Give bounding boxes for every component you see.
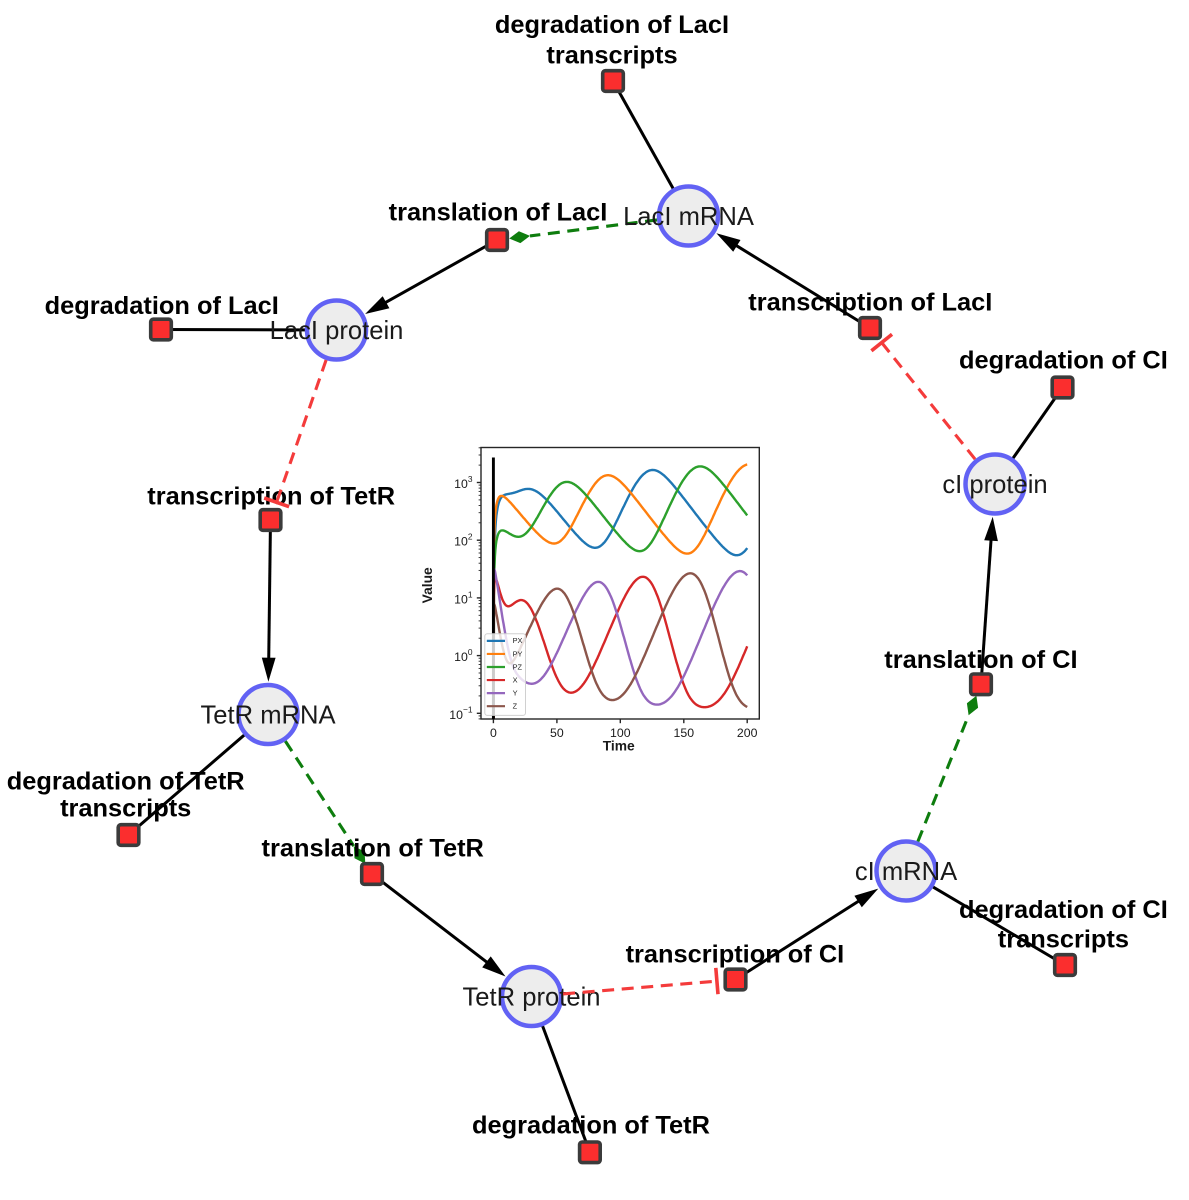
svg-text:transcripts: transcripts [998, 925, 1129, 953]
svg-text:transcripts: transcripts [546, 41, 677, 69]
svg-text:102: 102 [454, 532, 473, 549]
svg-text:degradation of CI: degradation of CI [959, 346, 1168, 374]
svg-text:150: 150 [674, 726, 695, 740]
svg-text:Time: Time [603, 738, 635, 753]
svg-text:PZ: PZ [513, 662, 523, 671]
svg-text:LacI mRNA: LacI mRNA [623, 203, 755, 231]
svg-text:degradation of LacI: degradation of LacI [495, 11, 729, 39]
svg-text:translation of CI: translation of CI [884, 646, 1077, 674]
svg-text:100: 100 [610, 726, 631, 740]
svg-text:PX: PX [513, 636, 523, 645]
svg-text:10−1: 10−1 [449, 705, 473, 722]
svg-text:degradation of CI: degradation of CI [959, 896, 1168, 924]
svg-text:degradation of TetR: degradation of TetR [472, 1112, 710, 1140]
svg-text:200: 200 [737, 726, 758, 740]
svg-text:Z: Z [513, 702, 518, 711]
svg-text:LacI protein: LacI protein [270, 317, 404, 345]
svg-text:50: 50 [550, 726, 564, 740]
svg-text:PY: PY [513, 649, 523, 658]
svg-text:103: 103 [454, 474, 473, 491]
svg-text:TetR mRNA: TetR mRNA [200, 702, 336, 730]
svg-text:cI mRNA: cI mRNA [855, 858, 958, 886]
svg-text:transcription of TetR: transcription of TetR [147, 483, 395, 511]
svg-text:degradation of LacI: degradation of LacI [45, 292, 279, 320]
svg-text:degradation of TetR: degradation of TetR [7, 768, 245, 796]
svg-text:translation of LacI: translation of LacI [389, 199, 608, 227]
svg-text:Y: Y [513, 688, 518, 697]
svg-text:101: 101 [454, 589, 473, 606]
svg-text:TetR protein: TetR protein [463, 984, 601, 1012]
svg-text:cI protein: cI protein [942, 471, 1047, 499]
svg-text:Value: Value [420, 567, 435, 603]
svg-text:0: 0 [490, 726, 497, 740]
svg-text:transcripts: transcripts [60, 795, 191, 823]
svg-text:transcription of LacI: transcription of LacI [748, 288, 992, 316]
svg-text:X: X [513, 675, 518, 684]
svg-text:100: 100 [454, 647, 473, 664]
svg-text:translation of TetR: translation of TetR [261, 834, 483, 862]
svg-text:transcription of CI: transcription of CI [626, 940, 845, 968]
